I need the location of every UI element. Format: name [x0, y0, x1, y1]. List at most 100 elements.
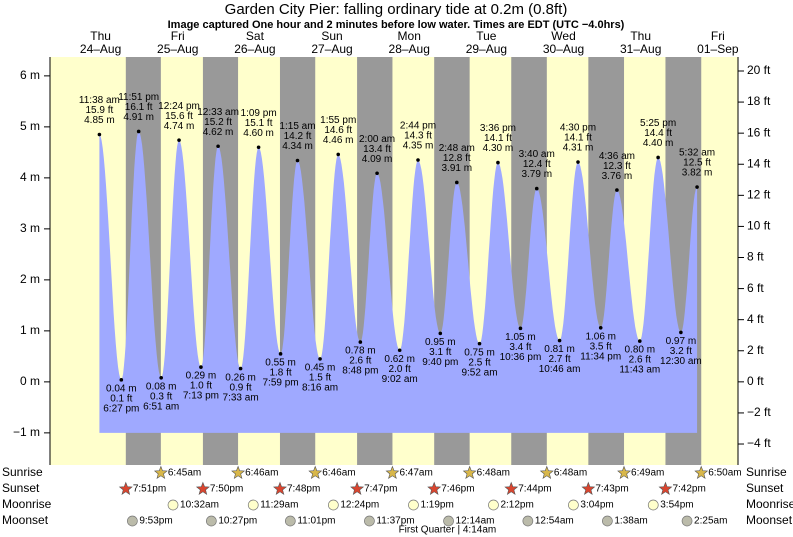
tide-label: 10:36 pm	[500, 352, 542, 363]
row-label: Moonset	[746, 513, 793, 527]
tide-label: 4.85 m	[84, 115, 115, 126]
tide-label: 14.1 ft	[564, 133, 592, 144]
tide-point	[557, 338, 562, 343]
tide-label: 0.45 m	[305, 363, 336, 374]
tide-label: 2:44 pm	[400, 121, 436, 132]
tide-label: 3.1 ft	[429, 347, 451, 358]
tide-label: 14.4 ft	[644, 128, 672, 139]
tide-label: 4.40 m	[643, 138, 674, 149]
moonset-label: 10:27pm	[218, 516, 257, 527]
tide-label: 0.29 m	[186, 371, 217, 382]
row-label: Moonset	[2, 513, 49, 527]
moonset-icon	[681, 515, 693, 527]
tide-point	[496, 160, 500, 165]
sunrise-icon	[462, 465, 477, 479]
sunrise-label: 6:46am	[322, 468, 355, 479]
tide-point	[199, 365, 203, 369]
y-tick-label: −1 m	[13, 425, 40, 439]
tide-label: 11:43 am	[619, 365, 660, 376]
tide-label: 12.4 ft	[523, 159, 551, 170]
date-label: 25–Aug	[157, 42, 198, 56]
tide-label: 1.8 ft	[269, 367, 291, 378]
tide-label: 4.74 m	[164, 121, 195, 132]
y2-tick-label: 2 ft	[747, 343, 764, 357]
day-label: Thu	[630, 29, 651, 43]
tide-label: 0.95 m	[425, 337, 456, 348]
tide-point	[615, 188, 619, 192]
sunset-icon	[195, 481, 210, 495]
sunset-label: 7:46pm	[441, 484, 474, 495]
tide-label: 3:36 pm	[480, 123, 516, 134]
tide-label: 5:25 pm	[640, 118, 676, 129]
tide-label: 1:15 am	[279, 121, 315, 132]
sunrise-label: 6:48am	[477, 468, 510, 479]
moonrise-label: 3:04pm	[580, 500, 613, 511]
moonset-icon	[602, 515, 613, 527]
sunset-label: 7:48pm	[287, 484, 320, 495]
tide-label: 3.5 ft	[590, 341, 612, 352]
tide-label: 0.75 m	[464, 347, 495, 358]
moonrise-label: 11:29am	[260, 500, 298, 511]
day-label: Sun	[321, 29, 342, 43]
y2-tick-label: −2 ft	[747, 405, 771, 419]
tide-point	[598, 326, 603, 330]
tide-label: 4.46 m	[323, 135, 354, 146]
y2-tick-label: 20 ft	[747, 63, 771, 77]
tide-label: 11:38 am	[79, 95, 120, 106]
sunset-icon	[350, 481, 365, 495]
row-label: Moonrise	[746, 497, 793, 511]
y2-tick-label: 8 ft	[747, 250, 764, 264]
row-label: Sunrise	[746, 465, 787, 479]
moonset-label: 2:25am	[694, 516, 727, 527]
moon-phase: First Quarter | 4:14am	[399, 525, 497, 536]
tide-label: 3.4 ft	[509, 342, 531, 353]
sunrise-icon	[231, 465, 246, 479]
day-label: Wed	[551, 29, 575, 43]
moonrise-label: 1:19pm	[420, 500, 453, 511]
day-label: Tue	[476, 29, 497, 43]
date-label: 26–Aug	[234, 42, 275, 56]
tide-label: 7:59 pm	[262, 377, 298, 388]
tide-label: 1:09 pm	[241, 108, 277, 119]
tide-label: 3.91 m	[442, 163, 473, 174]
day-label: Sat	[246, 29, 265, 43]
tide-point	[397, 348, 402, 353]
tide-label: 14.2 ft	[284, 131, 312, 142]
tide-label: 2.0 ft	[389, 364, 411, 375]
tide-point	[238, 366, 243, 371]
moonset-label: 11:37pm	[376, 516, 414, 527]
tide-label: 0.97 m	[666, 336, 697, 347]
y2-tick-label: 0 ft	[747, 374, 764, 388]
tide-point	[637, 339, 642, 343]
moonset-icon	[284, 515, 296, 527]
tide-point	[256, 145, 261, 150]
tide-label: 0.62 m	[384, 354, 415, 365]
moonrise-icon	[327, 499, 339, 511]
tide-label: 15.1 ft	[245, 118, 273, 129]
moonset-label: 12:54am	[535, 516, 574, 527]
date-label: 31–Aug	[620, 42, 661, 56]
moonrise-label: 2:12pm	[500, 500, 533, 511]
moonrise-label: 12:24pm	[340, 500, 379, 511]
y2-tick-label: 6 ft	[747, 281, 764, 295]
y2-tick-label: −4 ft	[747, 436, 771, 450]
tide-label: 15.9 ft	[85, 105, 113, 116]
tide-label: 2:00 am	[359, 134, 395, 145]
tide-label: 0.78 m	[345, 346, 376, 357]
tide-point	[358, 340, 363, 344]
tide-label: 2.6 ft	[629, 355, 651, 366]
tide-label: 1.05 m	[505, 332, 536, 343]
tide-label: 12:30 am	[660, 356, 702, 367]
tide-label: 4.60 m	[243, 128, 274, 139]
sunset-label: 7:42pm	[672, 484, 705, 495]
tide-label: 3.76 m	[602, 171, 633, 182]
y-tick-label: 0 m	[20, 374, 40, 388]
y-tick-label: 6 m	[20, 68, 40, 82]
tide-point	[534, 186, 539, 191]
tide-label: 1.06 m	[585, 331, 616, 342]
sunrise-label: 6:49am	[631, 468, 664, 479]
row-label: Sunset	[2, 481, 40, 495]
tide-point	[295, 158, 300, 163]
tide-label: 11:51 pm	[118, 92, 159, 103]
